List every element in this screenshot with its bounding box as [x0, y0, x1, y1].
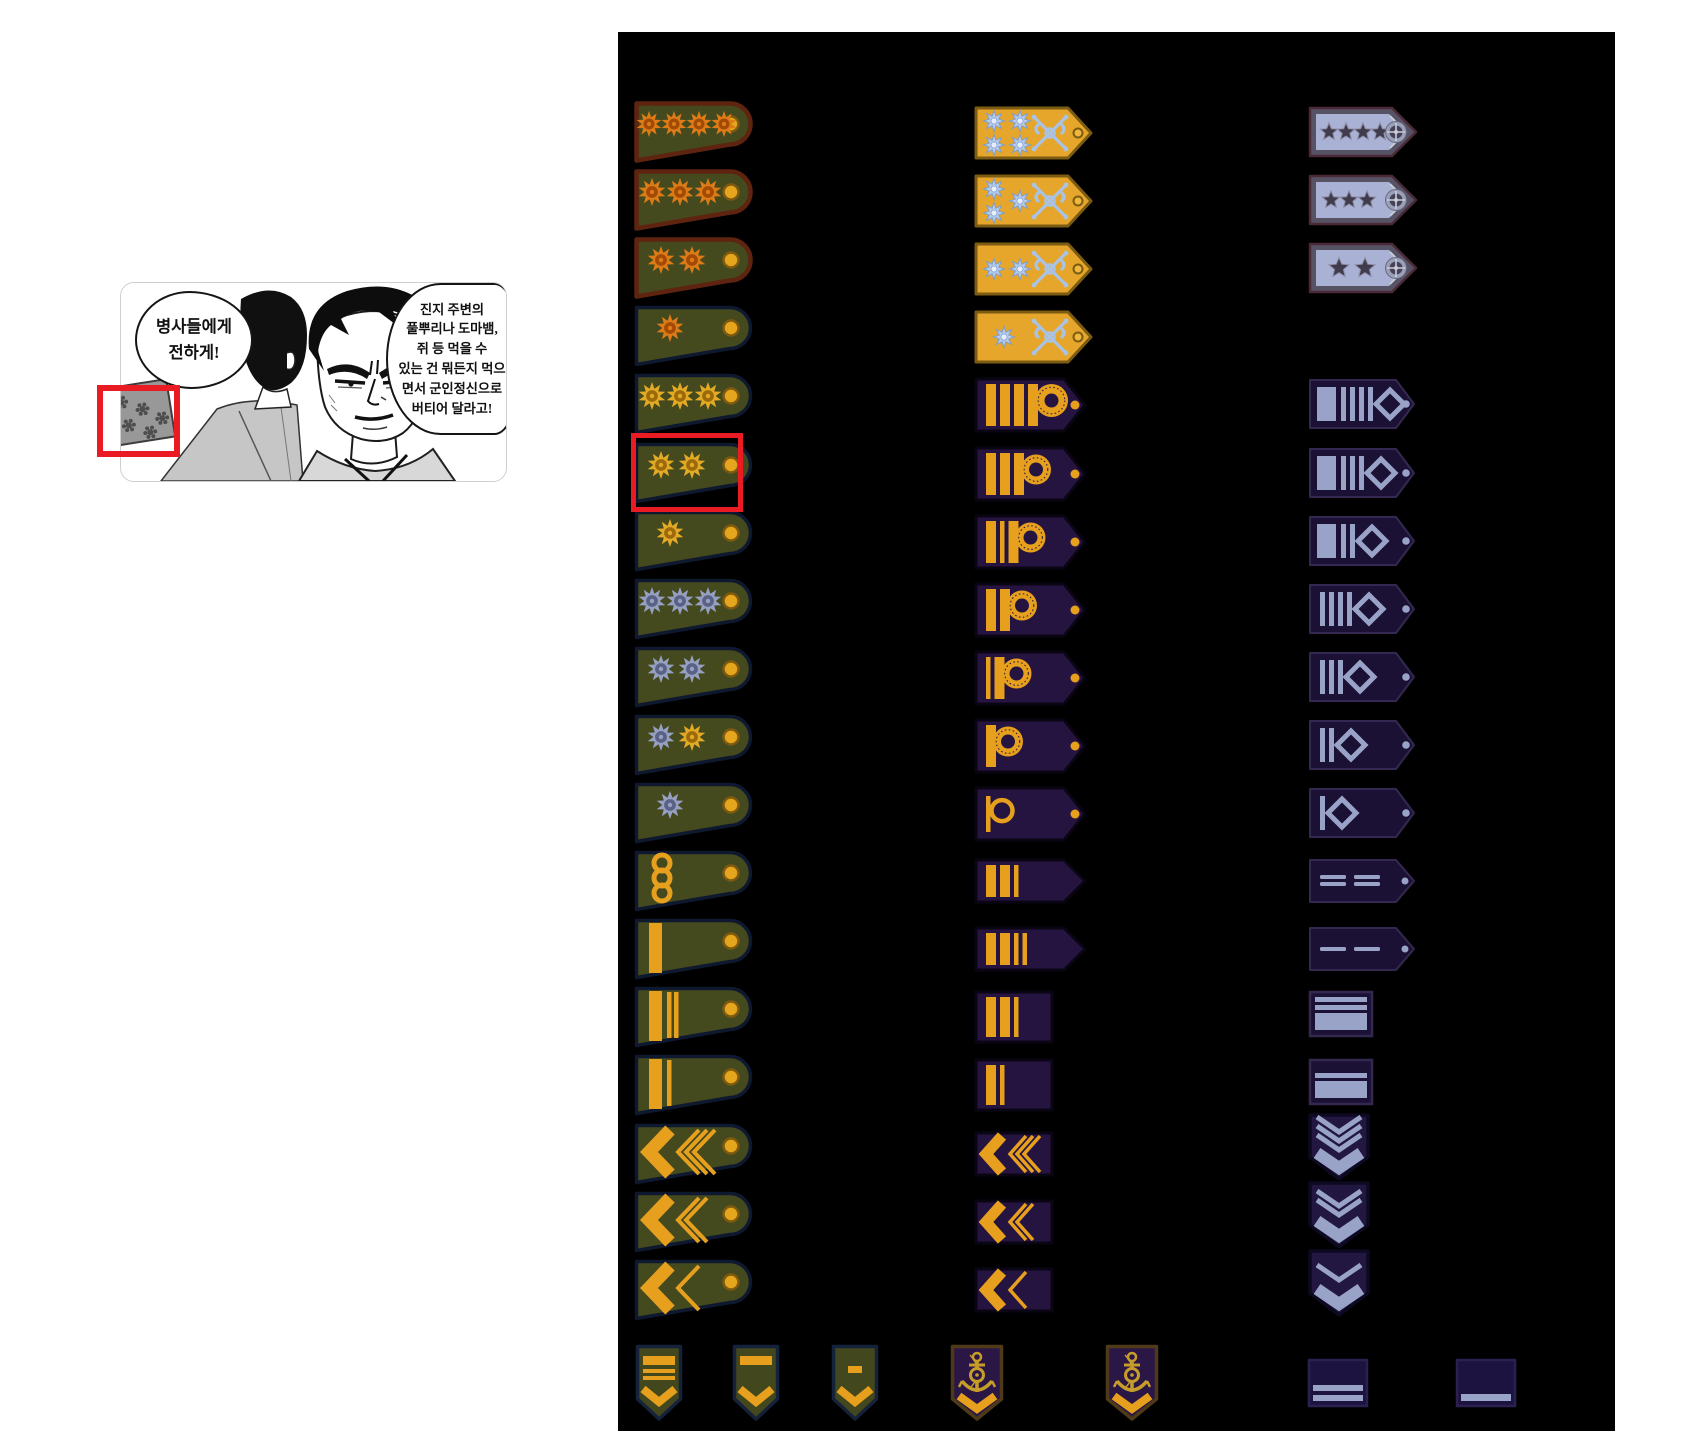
navy-rank-row-2 [974, 173, 1094, 229]
army-rank-row-1 [634, 101, 758, 167]
air-cadet-square-1-stripe [1455, 1358, 1517, 1408]
navy-cadet-anchor-patch-1 [950, 1344, 1004, 1422]
airforce-rank-row-17 [1308, 1181, 1370, 1249]
airforce-rank-row-10 [1308, 719, 1416, 771]
speech-bubble-right-text: 진지 주변의 풀뿌리나 도마뱀, 쥐 등 먹을 수 있는 건 뭐든지 먹으 면서… [398, 301, 506, 416]
air-cadet-square-2-stripes [1307, 1358, 1369, 1408]
army-rank-row-14 [634, 986, 758, 1052]
navy-rank-row-3 [974, 241, 1094, 297]
speech-bubble-left-text: 병사들에게 전하게! [156, 317, 232, 362]
navy-rank-row-13 [974, 926, 1088, 972]
army-cadet-patch-1-bar [732, 1344, 780, 1422]
navy-rank-row-9 [974, 650, 1088, 706]
airforce-rank-row-16 [1308, 1113, 1370, 1181]
army-rank-row-16 [634, 1123, 758, 1189]
army-cadet-patch-3-bars [635, 1344, 683, 1422]
army-rank-row-17 [634, 1191, 758, 1257]
navy-rank-row-1 [974, 105, 1094, 161]
manga-highlight-box [97, 385, 180, 457]
navy-rank-row-14 [974, 990, 1054, 1044]
airforce-rank-row-14 [1308, 990, 1374, 1038]
navy-rank-row-10 [974, 718, 1088, 774]
navy-rank-row-8 [974, 582, 1088, 638]
army-rank-row-4 [634, 305, 758, 371]
airforce-rank-row-6 [1308, 447, 1416, 499]
army-rank-row-5 [634, 373, 758, 439]
navy-rank-row-16 [974, 1131, 1054, 1177]
army-rank-row-9 [634, 646, 758, 712]
army-rank-row-3 [634, 237, 758, 303]
navy-rank-row-4 [974, 309, 1094, 365]
airforce-rank-row-15 [1308, 1058, 1374, 1106]
navy-rank-row-15 [974, 1058, 1054, 1112]
navy-cadet-anchor-patch-2 [1105, 1344, 1159, 1422]
airforce-rank-row-3 [1308, 242, 1418, 294]
airforce-rank-row-2 [1308, 174, 1418, 226]
rank-insignia-chart [618, 32, 1615, 1431]
army-rank-row-12 [634, 850, 758, 916]
airforce-rank-row-7 [1308, 515, 1416, 567]
navy-rank-row-5 [974, 377, 1088, 433]
airforce-rank-row-18 [1308, 1249, 1370, 1317]
manga-panel: 병사들에게 전하게! 진지 주변의 풀뿌리나 도마뱀, 쥐 등 먹을 수 있는 … [120, 282, 507, 482]
airforce-rank-row-13 [1308, 926, 1416, 972]
epaulette-flower-pattern [121, 395, 170, 439]
chart-highlight-box [631, 433, 743, 512]
airforce-rank-row-8 [1308, 583, 1416, 635]
airforce-rank-row-11 [1308, 787, 1416, 839]
navy-rank-row-6 [974, 446, 1088, 502]
airforce-rank-row-12 [1308, 858, 1416, 904]
army-rank-row-2 [634, 169, 758, 235]
army-rank-row-18 [634, 1259, 758, 1325]
airforce-rank-row-5 [1308, 378, 1416, 430]
airforce-rank-row-9 [1308, 651, 1416, 703]
army-rank-row-10 [634, 714, 758, 780]
navy-rank-row-18 [974, 1267, 1054, 1313]
army-rank-row-13 [634, 918, 758, 984]
navy-rank-row-7 [974, 514, 1088, 570]
army-rank-row-8 [634, 578, 758, 644]
army-cadet-patch-dash [831, 1344, 879, 1422]
speech-bubble-right: 진지 주변의 풀뿌리나 도마뱀, 쥐 등 먹을 수 있는 건 뭐든지 먹으 면서… [386, 283, 506, 435]
army-rank-row-11 [634, 782, 758, 848]
navy-rank-row-12 [974, 858, 1088, 904]
speech-bubble-left: 병사들에게 전하게! [135, 291, 253, 389]
navy-rank-row-11 [974, 786, 1088, 842]
army-rank-row-7 [634, 510, 758, 576]
navy-rank-row-17 [974, 1199, 1054, 1245]
army-rank-row-15 [634, 1054, 758, 1120]
army-rank-row-6 [634, 442, 758, 508]
airforce-rank-row-1 [1308, 106, 1418, 158]
